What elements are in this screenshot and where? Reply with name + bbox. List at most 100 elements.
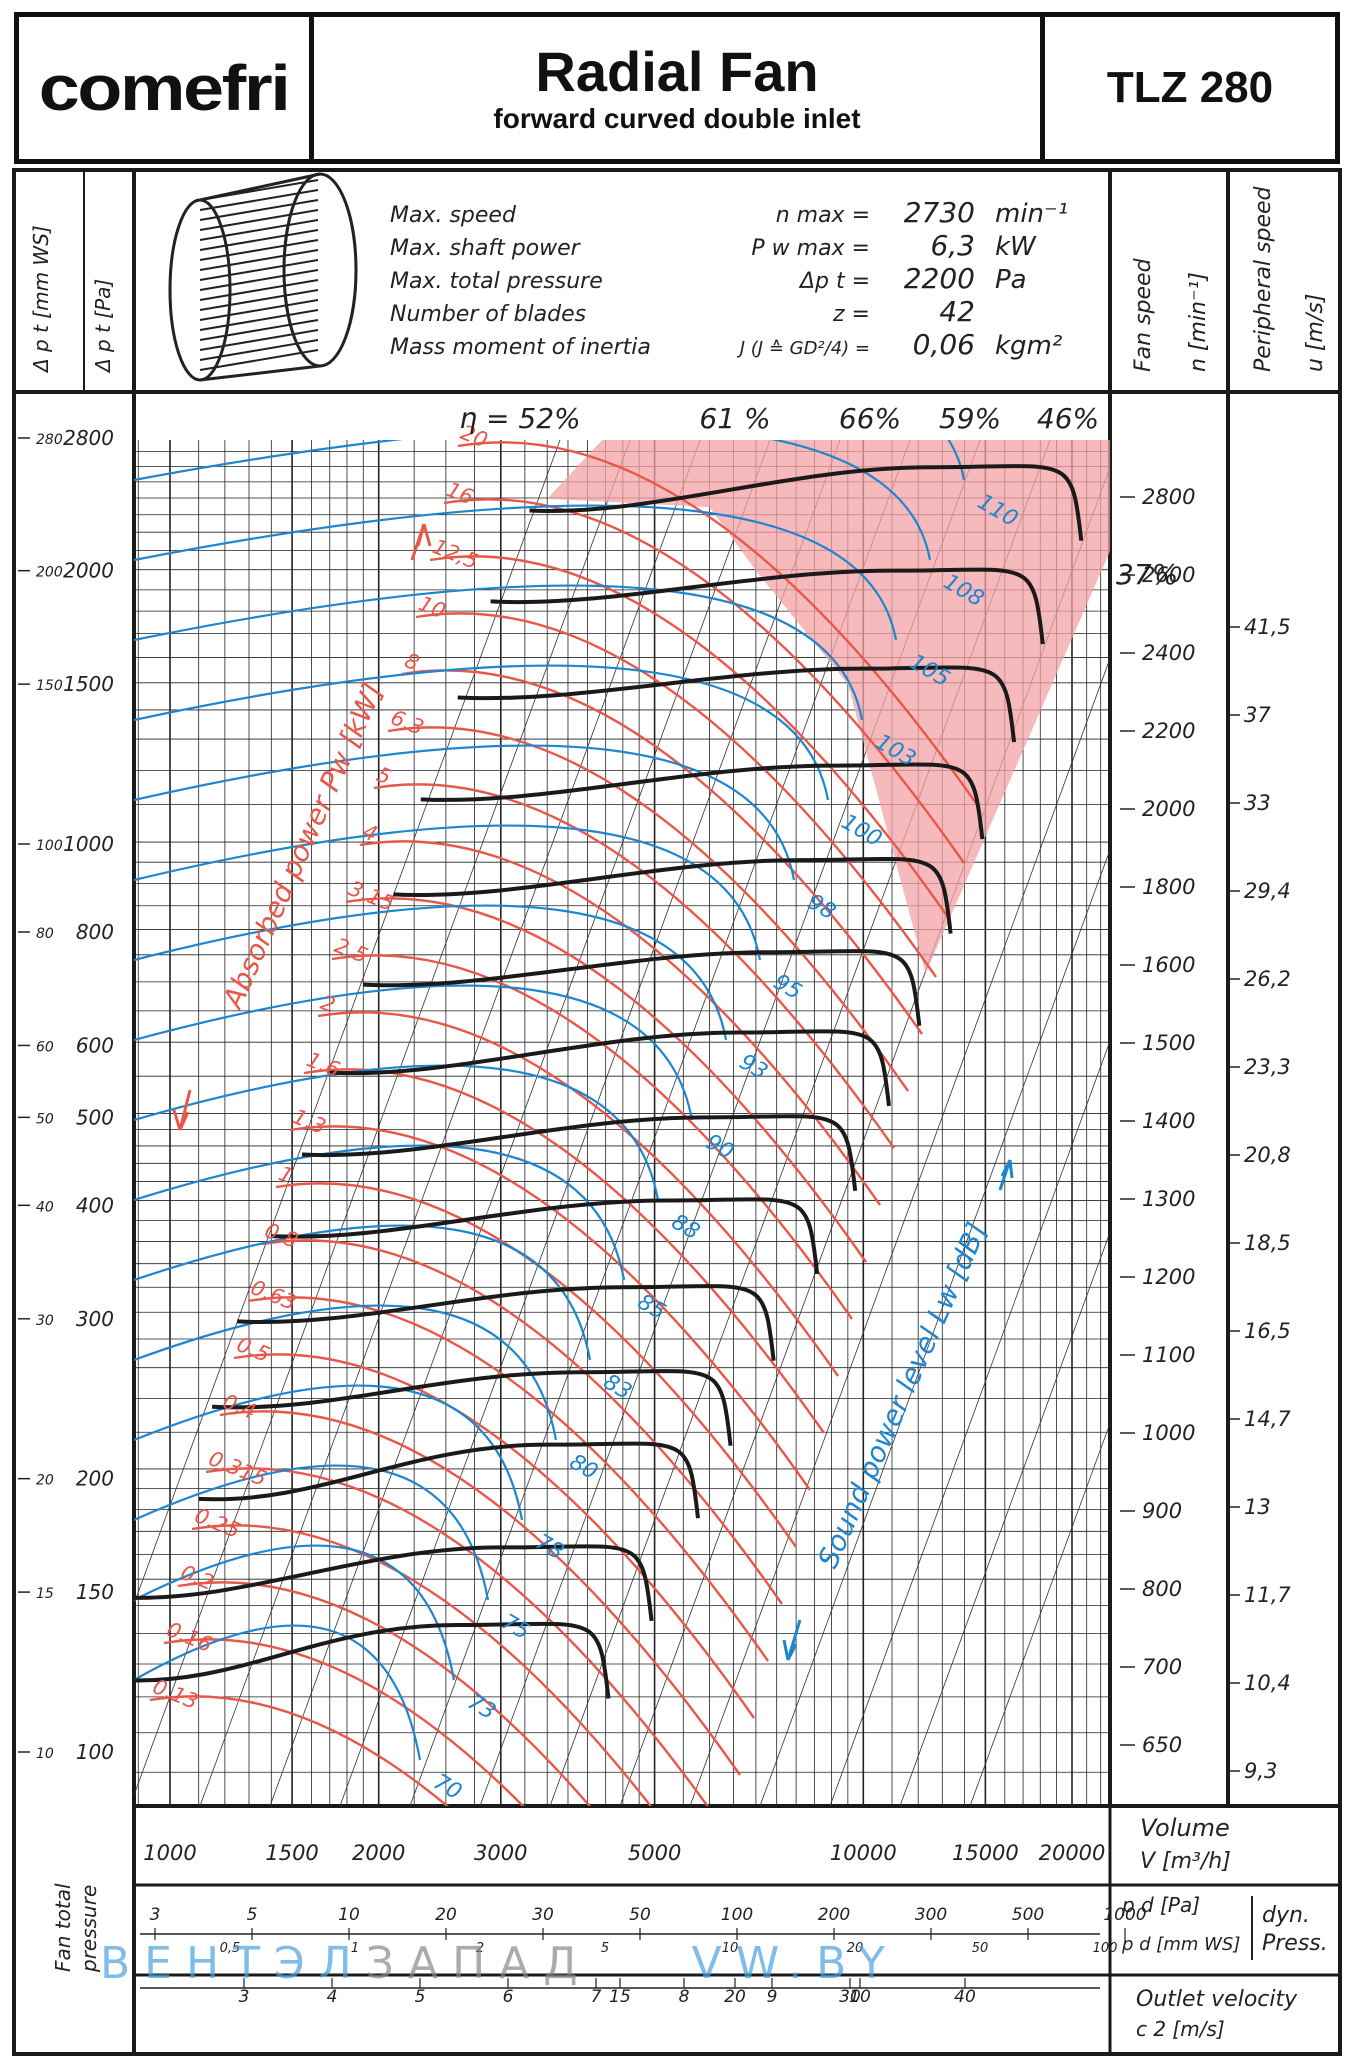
efficiency-label: 37% — [1116, 558, 1178, 591]
high-speed-region — [547, 440, 1110, 974]
y-mmws-tick-label: 20 — [36, 1473, 54, 1489]
power-label: 6,3 — [387, 705, 427, 740]
power-line — [233, 1353, 755, 1719]
spec-symbol: n max = — [776, 203, 870, 228]
peripheral-label: 11,7 — [1244, 1583, 1291, 1607]
power-line — [401, 669, 923, 1035]
y-mmws-tick-label: 10 — [36, 1746, 54, 1762]
sound-line — [134, 664, 830, 801]
sound-line — [134, 440, 932, 561]
spec-unit: kW — [995, 232, 1037, 262]
outlet-velocity-label: Outlet velocity — [1136, 1987, 1298, 2012]
sound-line — [134, 1144, 626, 1281]
efficiency-label: 66% — [839, 402, 901, 435]
power-line — [247, 1296, 769, 1662]
y-tick-label: 800 — [76, 920, 114, 944]
arrow-down-icon — [782, 1619, 802, 1661]
bottom-scales: 3 5 10 20 30 50 100 200 300 500 1000 0,5 1 2 5 10 20 50 10… — [140, 1905, 1147, 2007]
x-tick-label: 1500 — [265, 1841, 318, 1865]
volume-label: Volume — [1140, 1814, 1230, 1842]
speed-curve — [134, 1544, 654, 1622]
impeller-blade — [199, 319, 319, 341]
power-lines — [149, 441, 979, 1806]
impeller-blade — [199, 249, 319, 271]
efficiency-label: 61 % — [699, 402, 770, 435]
grid-line-diagonal — [969, 1422, 1110, 1806]
pd-pa-tick: 50 — [629, 1905, 651, 1925]
y-mmws-tick-label: 200 — [36, 565, 63, 581]
outlet-velocity-tick: 8 — [679, 1987, 690, 2007]
sound-label: 70 — [429, 1770, 466, 1806]
pd-mmws-tick: 20 — [847, 1941, 864, 1956]
speed-label: 2400 — [1142, 641, 1195, 665]
sound-label: 88 — [667, 1210, 704, 1246]
power-line — [149, 1695, 450, 1806]
grid-line-diagonal — [689, 657, 1110, 1806]
power-line — [219, 1410, 741, 1776]
peripheral-label: 20,8 — [1244, 1143, 1291, 1167]
power-label: 1,3 — [289, 1104, 329, 1139]
power-line — [387, 726, 909, 1092]
x-tick-label: 1000 — [143, 1841, 196, 1865]
spec-label: Max. shaft power — [390, 236, 582, 261]
grid-line-diagonal — [829, 1039, 1110, 1806]
sound-axis-caption: Sound power level Lw [dB] — [811, 1218, 993, 1573]
page-title: Radial Fan — [535, 40, 819, 103]
impeller-blade — [199, 309, 319, 331]
y-axis-labels: 100 10 150 15 200 20 300 30 400 40 500 50 600 60 800 80… — [18, 426, 114, 1764]
speed-label: 1200 — [1142, 1265, 1195, 1289]
speed-curves — [134, 464, 1084, 1699]
y-tick-label: 1000 — [63, 832, 114, 856]
sound-label: 73 — [463, 1690, 500, 1726]
y-tick-label: 300 — [76, 1307, 114, 1331]
sound-line — [134, 504, 898, 641]
left-axis-titles: Δ p t [mm WS] Δ p t [Pa] — [29, 225, 115, 374]
y-tick-label: 500 — [76, 1105, 114, 1129]
fan-total-label: Fan total — [51, 1883, 75, 1972]
spec-value: 0,06 — [913, 328, 975, 361]
efficiency-label: η = 52% — [459, 402, 580, 435]
speed-curve — [457, 665, 1017, 743]
brand-logo: comefri — [19, 17, 314, 159]
power-line — [345, 897, 867, 1263]
y-tick-label: 100 — [76, 1740, 114, 1764]
y-mmws-tick-label: 50 — [36, 1111, 54, 1127]
outlet-velocity-tick: 15 — [609, 1987, 631, 2007]
pd-pa-tick: 5 — [247, 1905, 258, 1925]
power-label: 0,13 — [149, 1674, 201, 1714]
sound-line — [134, 1544, 456, 1681]
pd-mmws-tick: 2 — [476, 1941, 484, 1956]
power-line — [415, 612, 937, 978]
y-mmws-tick-label: 100 — [36, 838, 63, 854]
sound-line — [134, 1064, 660, 1201]
x-tick-label: 3000 — [474, 1841, 527, 1865]
peripheral-label: 10,4 — [1244, 1671, 1291, 1695]
outlet-velocity-tick: 5 — [415, 1987, 426, 2007]
peripheral-label: 37 — [1244, 703, 1271, 727]
impeller-blade — [199, 239, 319, 261]
speed-label: 1800 — [1142, 875, 1195, 899]
y-tick-label: 400 — [76, 1193, 114, 1217]
speed-label: 1400 — [1142, 1109, 1195, 1133]
y-mmws-tick-label: 80 — [36, 926, 54, 942]
power-label: 0,315 — [205, 1446, 270, 1491]
sound-line — [134, 984, 694, 1121]
pd-pa-tick: 10 — [338, 1905, 360, 1925]
impeller-blade — [199, 279, 319, 301]
peripheral-label: 23,3 — [1244, 1055, 1291, 1079]
power-line — [457, 441, 979, 807]
outlet-velocity-tick: 4 — [327, 1987, 338, 2007]
sound-line — [134, 1224, 592, 1361]
pd-pa-label: p d [Pa] — [1121, 1893, 1200, 1917]
grid-line-diagonal — [269, 440, 771, 1806]
pd-pa-tick: 200 — [818, 1905, 850, 1925]
peripheral-speed-unit: u [m/s] — [1303, 294, 1328, 372]
speed-curve — [271, 1197, 820, 1275]
fan-impeller-picture — [168, 172, 358, 382]
peripheral-label: 33 — [1244, 791, 1271, 815]
left-axis-title-pa: Δ p t [Pa] — [91, 279, 115, 374]
speed-label: 650 — [1142, 1733, 1182, 1757]
sound-line — [134, 744, 796, 881]
speed-curve — [529, 464, 1084, 541]
spec-value: 42 — [939, 295, 975, 328]
